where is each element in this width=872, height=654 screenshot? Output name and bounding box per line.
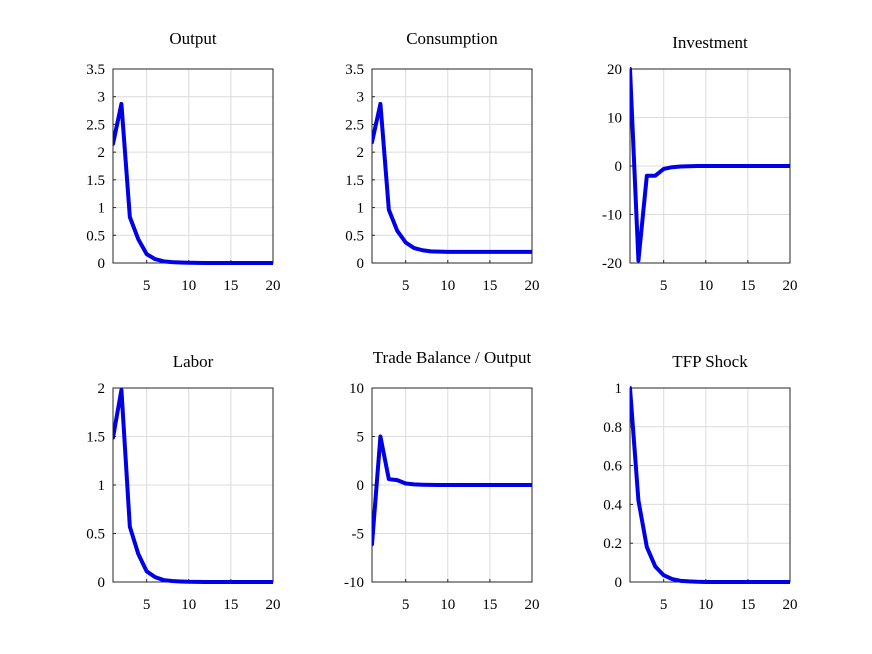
x-tick-label: 5 [143, 278, 151, 294]
x-tick-label: 10 [698, 597, 713, 613]
series-line [113, 101, 273, 265]
series-line [372, 434, 532, 547]
y-tick-label: 10 [349, 381, 364, 397]
chart-title: Investment [672, 33, 748, 52]
panel-2: 5 10 15 20 -20 -10 0 10 20 Investment [602, 33, 798, 294]
y-tick-label: 1.5 [86, 173, 105, 189]
x-tick-label: 5 [143, 597, 151, 613]
plot-frame [371, 68, 533, 264]
y-tick-label: 0 [357, 256, 365, 272]
y-tick-label: 2 [98, 381, 106, 397]
x-tick-label: 15 [740, 278, 755, 294]
y-tick-label: 0 [615, 575, 623, 591]
series-line [113, 387, 273, 584]
y-tick-label: 0 [98, 575, 106, 591]
x-tick-label: 10 [698, 278, 713, 294]
y-tick-label: -10 [344, 575, 364, 591]
y-tick-label: 3.5 [86, 62, 105, 78]
y-tick-label: 2 [98, 145, 106, 161]
x-tick-label: 5 [402, 597, 410, 613]
chart-title: TFP Shock [672, 352, 748, 371]
y-tick-label: -5 [352, 527, 365, 543]
y-tick-label: 3.5 [345, 62, 364, 78]
x-tick-label: 10 [440, 597, 455, 613]
x-tick-label: 20 [783, 278, 798, 294]
y-tick-label: 5 [357, 430, 365, 446]
chart-title: Labor [173, 352, 214, 371]
y-tick-label: 0.2 [603, 536, 622, 552]
x-tick-label: 5 [660, 597, 668, 613]
x-tick-label: 20 [783, 597, 798, 613]
chart-title: Consumption [406, 29, 498, 48]
x-tick-label: 15 [482, 278, 497, 294]
y-tick-label: 1.5 [345, 173, 364, 189]
plot-frame [629, 387, 791, 583]
x-tick-label: 10 [181, 278, 196, 294]
y-tick-label: 1.5 [86, 430, 105, 446]
y-tick-label: 3 [357, 90, 365, 106]
y-tick-label: 2 [357, 145, 365, 161]
panel-4: 5 10 15 20 -10 -5 0 5 10 Trade Balance / Output [344, 348, 540, 613]
y-tick-label: 1 [615, 381, 623, 397]
x-tick-label: 20 [525, 597, 540, 613]
x-tick-label: 15 [223, 597, 238, 613]
x-tick-label: 15 [482, 597, 497, 613]
panel-1: 5 10 15 20 0 0.5 1 1.5 2 2.5 3 3.5 Consumption [345, 29, 539, 294]
x-tick-label: 15 [223, 278, 238, 294]
panel-0: 5 10 15 20 0 0.5 1 1.5 2 2.5 3 3.5 Output [86, 29, 280, 294]
series-line [630, 386, 790, 584]
x-tick-label: 5 [660, 278, 668, 294]
x-tick-label: 5 [402, 278, 410, 294]
y-tick-label: 10 [607, 111, 622, 127]
panel-5: 5 10 15 20 0 0.2 0.4 0.6 0.8 1 TFP Shock [603, 352, 797, 613]
y-tick-label: 0.6 [603, 459, 622, 475]
y-tick-label: 2.5 [86, 117, 105, 133]
chart-title: Output [169, 29, 217, 48]
y-tick-label: 0.5 [86, 228, 105, 244]
y-tick-label: 0 [98, 256, 106, 272]
y-tick-label: 3 [98, 90, 106, 106]
y-tick-label: 2.5 [345, 117, 364, 133]
x-tick-label: 20 [525, 278, 540, 294]
y-tick-label: 0.5 [86, 527, 105, 543]
y-tick-label: 1 [98, 201, 106, 217]
x-tick-label: 10 [440, 278, 455, 294]
y-tick-label: 0.4 [603, 497, 622, 513]
y-tick-label: 0 [615, 159, 623, 175]
x-tick-label: 15 [740, 597, 755, 613]
y-tick-label: -20 [602, 256, 622, 272]
y-tick-label: 0 [357, 478, 365, 494]
y-tick-label: 1 [357, 201, 365, 217]
y-tick-label: -10 [602, 208, 622, 224]
x-tick-label: 20 [266, 597, 281, 613]
y-tick-label: 1 [98, 478, 106, 494]
x-tick-label: 10 [181, 597, 196, 613]
series-line [630, 67, 790, 263]
panel-3: 5 10 15 20 0 0.5 1 1.5 2 Labor [86, 352, 280, 613]
y-tick-label: 0.5 [345, 228, 364, 244]
y-tick-label: 0.8 [603, 420, 622, 436]
x-tick-label: 20 [266, 278, 281, 294]
y-tick-label: 20 [607, 62, 622, 78]
chart-title: Trade Balance / Output [373, 348, 532, 367]
series-line [372, 101, 532, 254]
